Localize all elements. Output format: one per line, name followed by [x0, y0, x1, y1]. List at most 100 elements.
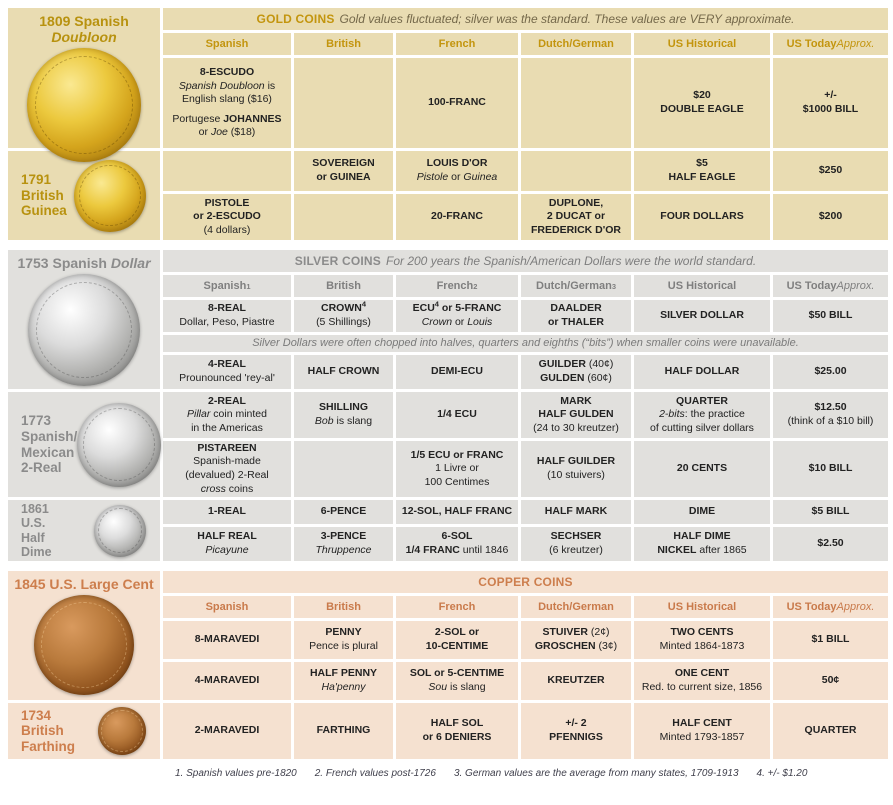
cell-copper-2maravedi-us: HALF CENT Minted 1793-1857 [634, 703, 770, 759]
cell-silver-4real-french: DEMI-ECU [396, 355, 518, 389]
section-title: SILVER COINS [294, 254, 381, 268]
coin-caption: 1809 Spanish Doubloon [39, 13, 129, 46]
cell-copper-2maravedi-french: HALF SOL or 6 DENIERS [396, 703, 518, 759]
cell-silver-2real-today: $12.50 (think of a $10 bill) [773, 392, 888, 438]
header-copper-british: British [294, 596, 393, 618]
cell-copper-2maravedi-british: FARTHING [294, 703, 393, 759]
cell-copper-4maravedi-today: 50¢ [773, 662, 888, 700]
cell-copper-2maravedi-dutch: +/- 2 PFENNIGS [521, 703, 631, 759]
cell-silver-1real-british: 6-PENCE [294, 500, 393, 524]
section-title: GOLD COINS [256, 12, 335, 26]
header-copper-french: French [396, 596, 518, 618]
sidebar-1773-spanish-mexican-2-real: 1773 Spanish/Mexican 2-Real [8, 392, 162, 497]
header-copper-spanish: Spanish [163, 596, 291, 618]
cell-gold-sovereign-french: LOUIS D'OR Pistole or Guinea [396, 151, 518, 191]
cell-copper-4maravedi-us: ONE CENT Red. to current size, 1856 [634, 662, 770, 700]
cell-silver-2real-dutch: MARK HALF GULDEN (24 to 30 kreutzer) [521, 392, 631, 438]
half-dime-coin-image [94, 504, 146, 557]
cell-copper-8maravedi-us: TWO CENTS Minted 1864-1873 [634, 621, 770, 659]
cell-silver-1real-french: 12-SOL, HALF FRANC [396, 500, 518, 524]
cell-copper-4maravedi-dutch: KREUTZER [521, 662, 631, 700]
cell-silver-2real-british: SHILLING Bob is slang [294, 392, 393, 438]
cell-silver-halfreal-dutch: SECHSER (6 kreutzer) [521, 527, 631, 561]
cell-gold-pistole-spanish: PISTOLE or 2-ESCUDO (4 dollars) [163, 194, 291, 240]
cell-silver-pistareen-today: $10 BILL [773, 441, 888, 497]
section-subtitle: Gold values fluctuated; silver was the s… [339, 12, 795, 26]
header-gold-dutch-german: Dutch/German [521, 33, 631, 55]
header-silver-dutch-german: Dutch/German 3 [521, 275, 631, 297]
cell-copper-8maravedi-today: $1 BILL [773, 621, 888, 659]
cell-copper-2maravedi-today: QUARTER [773, 703, 888, 759]
cell-copper-8maravedi-dutch: STUIVER (2¢) GROSCHEN (3¢) [521, 621, 631, 659]
footnote-1: 1. Spanish values pre-1820 [175, 767, 297, 779]
header-copper-dutch-german: Dutch/German [521, 596, 631, 618]
cell-silver-4real-dutch: GUILDER (40¢) GULDEN (60¢) [521, 355, 631, 389]
cell-silver-2real-french: 1/4 ECU [396, 392, 518, 438]
header-gold-spanish: Spanish [163, 33, 291, 55]
cell-copper-8maravedi-french: 2-SOL or 10-CENTIME [396, 621, 518, 659]
cell-silver-8real-spanish: 8-REAL Dollar, Peso, Piastre [163, 300, 291, 332]
cell-silver-pistareen-dutch: HALF GUILDER (10 stuivers) [521, 441, 631, 497]
cell-silver-halfreal-today: $2.50 [773, 527, 888, 561]
cell-copper-4maravedi-british: HALF PENNY Ha'penny [294, 662, 393, 700]
cell-gold-8escudo-french: 100-FRANC [396, 58, 518, 148]
cell-copper-2maravedi-spanish: 2-MARAVEDI [163, 703, 291, 759]
cell-silver-halfreal-spanish: HALF REAL Picayune [163, 527, 291, 561]
cell-silver-8real-today: $50 BILL [773, 300, 888, 332]
cell-gold-8escudo-british [294, 58, 393, 148]
cell-silver-halfreal-british: 3-PENCE Thruppence [294, 527, 393, 561]
coin-caption: 1861 U.S. Half Dime [21, 501, 52, 559]
cell-gold-pistole-british [294, 194, 393, 240]
cell-copper-8maravedi-british: PENNY Pence is plural [294, 621, 393, 659]
cell-silver-1real-dutch: HALF MARK [521, 500, 631, 524]
header-gold-us-historical: US Historical [634, 33, 770, 55]
section-subtitle: For 200 years the Spanish/American Dolla… [386, 254, 757, 268]
cell-silver-4real-british: HALF CROWN [294, 355, 393, 389]
cell-silver-8real-us: SILVER DOLLAR [634, 300, 770, 332]
header-gold-french: French [396, 33, 518, 55]
sidebar-1791-british-guinea: 1791 British Guinea [8, 151, 160, 240]
cell-silver-1real-today: $5 BILL [773, 500, 888, 524]
header-gold-british: British [294, 33, 393, 55]
cell-silver-8real-british: CROWN4 (5 Shillings) [294, 300, 393, 332]
cell-gold-pistole-dutch: DUPLONE, 2 DUCAT or FREDERICK D'OR [521, 194, 631, 240]
doubloon-coin-image [27, 48, 141, 163]
cell-copper-8maravedi-spanish: 8-MARAVEDI [163, 621, 291, 659]
cell-gold-pistole-us: FOUR DOLLARS [634, 194, 770, 240]
cell-gold-pistole-french: 20-FRANC [396, 194, 518, 240]
footnotes: 1. Spanish values pre-1820 2. French val… [163, 762, 888, 784]
coin-caption: 1845 U.S. Large Cent [14, 576, 154, 592]
cell-gold-sovereign-today: $250 [773, 151, 888, 191]
cell-gold-pistole-today: $200 [773, 194, 888, 240]
farthing-coin-image [98, 707, 146, 755]
silver-section-header: SILVER COINS For 200 years the Spanish/A… [163, 250, 888, 272]
cell-silver-halfreal-us: HALF DIME NICKEL after 1865 [634, 527, 770, 561]
header-silver-french: French 2 [396, 275, 518, 297]
coin-caption: 1734 British Farthing [21, 707, 75, 754]
two-real-coin-image [77, 402, 162, 487]
cell-gold-sovereign-british: SOVEREIGN or GUINEA [294, 151, 393, 191]
cell-silver-pistareen-spanish: PISTAREEN Spanish-made (devalued) 2-Real cr… [163, 441, 291, 497]
cell-gold-sovereign-us: $5 HALF EAGLE [634, 151, 770, 191]
spanish-dollar-coin-image [28, 274, 140, 387]
sidebar-1845-us-large-cent: 1845 U.S. Large Cent [8, 571, 160, 700]
sidebar-1861-us-half-dime: 1861 U.S. Half Dime [8, 500, 160, 561]
coin-value-comparison-table: 1809 Spanish Doubloon 1791 British Guinea … [8, 8, 888, 784]
silver-chopped-note: Silver Dollars were often chopped into h… [163, 335, 888, 352]
gold-section-header: GOLD COINS Gold values fluctuated; silve… [163, 8, 888, 30]
section-title: COPPER COINS [478, 575, 573, 589]
coin-caption: 1773 Spanish/Mexican 2-Real [21, 413, 78, 476]
coin-caption: 1753 Spanish Dollar [17, 255, 151, 271]
header-copper-us-today: US Today Approx. [773, 596, 888, 618]
sidebar-1734-british-farthing: 1734 British Farthing [8, 703, 160, 759]
header-silver-british: British [294, 275, 393, 297]
copper-section-header: COPPER COINS [163, 571, 888, 593]
sidebar-1809-spanish-doubloon: 1809 Spanish Doubloon [8, 8, 160, 163]
cell-gold-8escudo-dutch [521, 58, 631, 148]
header-silver-us-today: US Today Approx. [773, 275, 888, 297]
cell-copper-4maravedi-spanish: 4-MARAVEDI [163, 662, 291, 700]
sidebar-1753-spanish-dollar: 1753 Spanish Dollar [8, 250, 160, 389]
cell-silver-pistareen-us: 20 CENTS [634, 441, 770, 497]
cell-copper-4maravedi-french: SOL or 5-CENTIME Sou is slang [396, 662, 518, 700]
cell-silver-4real-today: $25.00 [773, 355, 888, 389]
